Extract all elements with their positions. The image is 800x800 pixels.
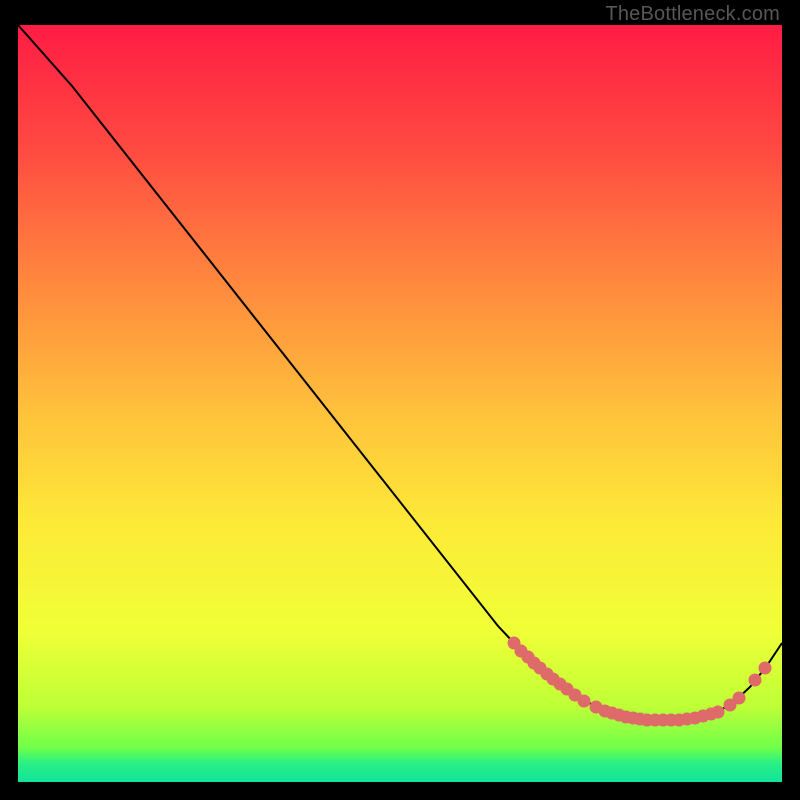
- data-marker: [759, 662, 771, 674]
- bottleneck-curve: [18, 25, 782, 720]
- data-marker: [712, 706, 724, 718]
- data-marker: [578, 695, 590, 707]
- data-marker: [733, 692, 745, 704]
- data-markers: [508, 637, 771, 726]
- watermark-text: TheBottleneck.com: [605, 3, 780, 26]
- chart-curve-layer: [18, 25, 782, 782]
- data-marker: [749, 674, 761, 686]
